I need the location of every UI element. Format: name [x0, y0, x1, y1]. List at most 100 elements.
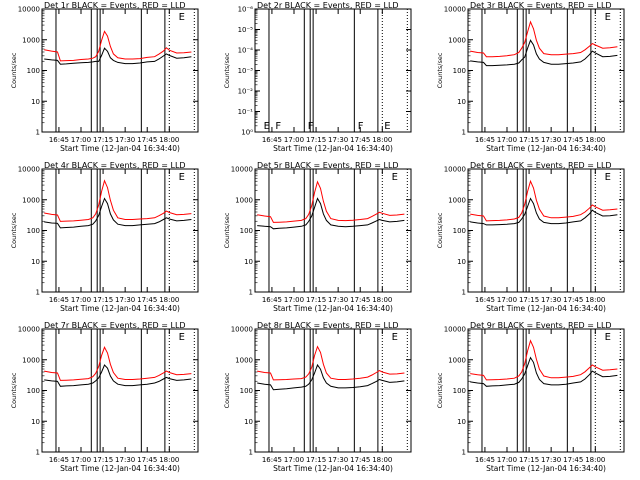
x-tick-label: 16:45 [475, 136, 495, 144]
x-tick-label: 16:45 [475, 296, 495, 304]
y-tick-label: 10000 [18, 6, 40, 14]
y-tick-label: 10 [244, 418, 253, 426]
y-tick-label: 1 [249, 289, 253, 297]
plot-frame [467, 8, 625, 133]
x-tick-label: 17:30 [541, 456, 561, 464]
y-tick-label: 10⁻³ [238, 67, 254, 75]
x-tick-label: 17:00 [497, 456, 517, 464]
y-tick-label: 10000 [18, 166, 40, 174]
series-line-events [44, 364, 192, 387]
series-line-lld [44, 346, 192, 381]
y-tick-label: 10000 [18, 326, 40, 334]
y-tick-label: 1 [249, 449, 253, 457]
y-tick-label: 1000 [448, 36, 466, 44]
interval-marker: E [179, 12, 185, 23]
interval-marker: E [605, 332, 611, 343]
y-tick-label: 10000 [231, 326, 253, 334]
plot-frame [254, 328, 412, 453]
x-tick-label: 17:45 [350, 296, 370, 304]
y-tick-label: 1000 [22, 356, 40, 364]
series-line-lld [470, 20, 618, 58]
y-tick-label: 100 [453, 387, 466, 395]
x-axis-label: Start Time (12-Jan-04 16:34:40) [486, 144, 606, 153]
x-tick-label: 16:45 [262, 136, 282, 144]
detector-panel-3: Det 3r BLACK = Events, RED = LLD 1 10 100 10… [436, 1, 625, 153]
panel-title: Det 8r BLACK = Events, RED = LLD [257, 321, 399, 330]
y-tick-label: 1 [462, 289, 466, 297]
y-tick-label: 1 [36, 129, 40, 137]
detector-panel-9: Det 9r BLACK = Events, RED = LLD 1 10 100 10… [436, 321, 625, 473]
x-tick-label: 18:00 [585, 296, 605, 304]
y-tick-label: 10 [244, 258, 253, 266]
x-tick-label: 17:15 [519, 296, 539, 304]
x-tick-label: 17:00 [284, 456, 304, 464]
detector-panel-2: Det 2r BLACK = Events, RED = LLD 10⁰ 10⁻¹ 1… [223, 1, 412, 153]
panel-title: Det 7r BLACK = Events, RED = LLD [44, 321, 186, 330]
plot-frame [467, 328, 625, 453]
x-tick-label: 17:15 [306, 296, 326, 304]
panel-title: Det 9r BLACK = Events, RED = LLD [470, 321, 612, 330]
x-axis-label: Start Time (12-Jan-04 16:34:40) [60, 144, 180, 153]
y-tick-label: 1 [462, 449, 466, 457]
plot-frame [41, 168, 199, 293]
x-tick-label: 17:00 [497, 136, 517, 144]
x-tick-label: 17:45 [563, 136, 583, 144]
series-line-lld [257, 180, 405, 223]
x-tick-label: 18:00 [372, 136, 392, 144]
x-tick-label: 17:30 [541, 296, 561, 304]
y-tick-label: 1 [36, 449, 40, 457]
x-tick-label: 17:45 [350, 456, 370, 464]
x-tick-label: 17:00 [71, 136, 91, 144]
x-tick-label: 17:30 [328, 456, 348, 464]
x-tick-label: 16:45 [49, 456, 69, 464]
x-tick-label: 16:45 [49, 136, 69, 144]
x-axis-label: Start Time (12-Jan-04 16:34:40) [60, 304, 180, 313]
detector-panel-5: Det 5r BLACK = Events, RED = LLD 1 10 100 10… [223, 161, 412, 313]
interval-marker: E [179, 172, 185, 183]
x-tick-label: 18:00 [372, 456, 392, 464]
series-line-events [470, 197, 618, 226]
x-tick-label: 17:00 [284, 136, 304, 144]
y-axis-label: Counts/sec [223, 372, 231, 408]
y-tick-label: 10000 [444, 166, 466, 174]
y-tick-label: 100 [27, 67, 40, 75]
x-axis-label: Start Time (12-Jan-04 16:34:40) [60, 464, 180, 473]
x-tick-label: 18:00 [159, 296, 179, 304]
interval-marker: E [392, 332, 398, 343]
y-axis-label: Counts/sec [10, 212, 18, 248]
plot-frame [254, 8, 412, 133]
x-tick-label: 17:30 [115, 136, 135, 144]
x-axis-label: Start Time (12-Jan-04 16:34:40) [486, 304, 606, 313]
x-tick-label: 17:30 [328, 136, 348, 144]
x-axis-label: Start Time (12-Jan-04 16:34:40) [273, 304, 393, 313]
x-tick-label: 18:00 [159, 456, 179, 464]
x-tick-label: 17:45 [137, 296, 157, 304]
x-tick-label: 18:00 [159, 136, 179, 144]
x-tick-label: 17:15 [306, 136, 326, 144]
x-tick-label: 17:30 [328, 296, 348, 304]
interval-marker: F [308, 121, 314, 132]
y-tick-label: 10 [31, 258, 40, 266]
series-line-events [44, 47, 192, 65]
detector-panel-4: Det 4r BLACK = Events, RED = LLD 1 10 100 10… [10, 161, 199, 313]
y-tick-label: 100 [27, 227, 40, 235]
y-tick-label: 1000 [22, 196, 40, 204]
x-tick-label: 17:45 [137, 456, 157, 464]
plot-frame [41, 328, 199, 453]
x-tick-label: 17:15 [519, 456, 539, 464]
panel-title: Det 6r BLACK = Events, RED = LLD [470, 161, 612, 170]
x-tick-label: 16:45 [475, 456, 495, 464]
y-tick-label: 100 [240, 227, 253, 235]
x-tick-label: 16:45 [49, 296, 69, 304]
series-line-events [470, 356, 618, 387]
x-tick-label: 18:00 [585, 456, 605, 464]
y-tick-label: 10⁻⁴ [238, 47, 254, 55]
interval-marker: E [605, 172, 611, 183]
panel-title: Det 1r BLACK = Events, RED = LLD [44, 1, 186, 10]
x-tick-label: 17:45 [350, 136, 370, 144]
y-tick-label: 10 [31, 418, 40, 426]
plot-frame [467, 168, 625, 293]
interval-marker: E [605, 12, 611, 23]
detector-panel-7: Det 7r BLACK = Events, RED = LLD 1 10 100 10… [10, 321, 199, 473]
y-tick-label: 10 [457, 258, 466, 266]
